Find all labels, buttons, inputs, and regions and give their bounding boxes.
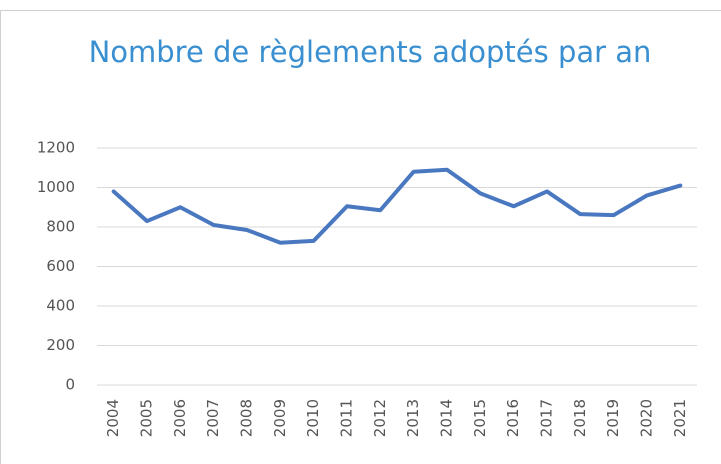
x-tick-label: 2009 <box>271 399 289 437</box>
x-tick-label: 2005 <box>138 399 156 437</box>
x-tick-label: 2008 <box>238 399 256 437</box>
x-tick-label: 2017 <box>538 399 556 437</box>
y-tick-label: 1200 <box>37 139 75 157</box>
y-tick-label: 600 <box>46 257 75 275</box>
chart-title: Nombre de règlements adoptés par an <box>88 35 652 69</box>
y-tick-label: 400 <box>46 297 75 315</box>
x-tick-label: 2015 <box>471 399 489 437</box>
x-tick-label: 2020 <box>638 399 656 437</box>
x-tick-label: 2011 <box>338 399 356 437</box>
x-tick-label: 2019 <box>604 399 622 437</box>
x-tick-label: 2012 <box>371 399 389 437</box>
x-tick-label: 2004 <box>104 399 122 437</box>
y-tick-label: 800 <box>46 218 75 236</box>
x-tick-label: 2006 <box>171 399 189 437</box>
x-tick-label: 2014 <box>438 399 456 437</box>
y-tick-label: 0 <box>65 376 75 394</box>
chart-frame <box>0 10 721 464</box>
x-tick-label: 2016 <box>504 399 522 437</box>
x-tick-label: 2010 <box>304 399 322 437</box>
y-tick-label: 200 <box>46 336 75 354</box>
x-tick-label: 2013 <box>404 399 422 437</box>
x-tick-label: 2007 <box>204 399 222 437</box>
x-tick-label: 2021 <box>671 399 689 437</box>
x-tick-label: 2018 <box>571 399 589 437</box>
y-tick-label: 1000 <box>37 178 75 196</box>
data-line <box>111 167 683 245</box>
